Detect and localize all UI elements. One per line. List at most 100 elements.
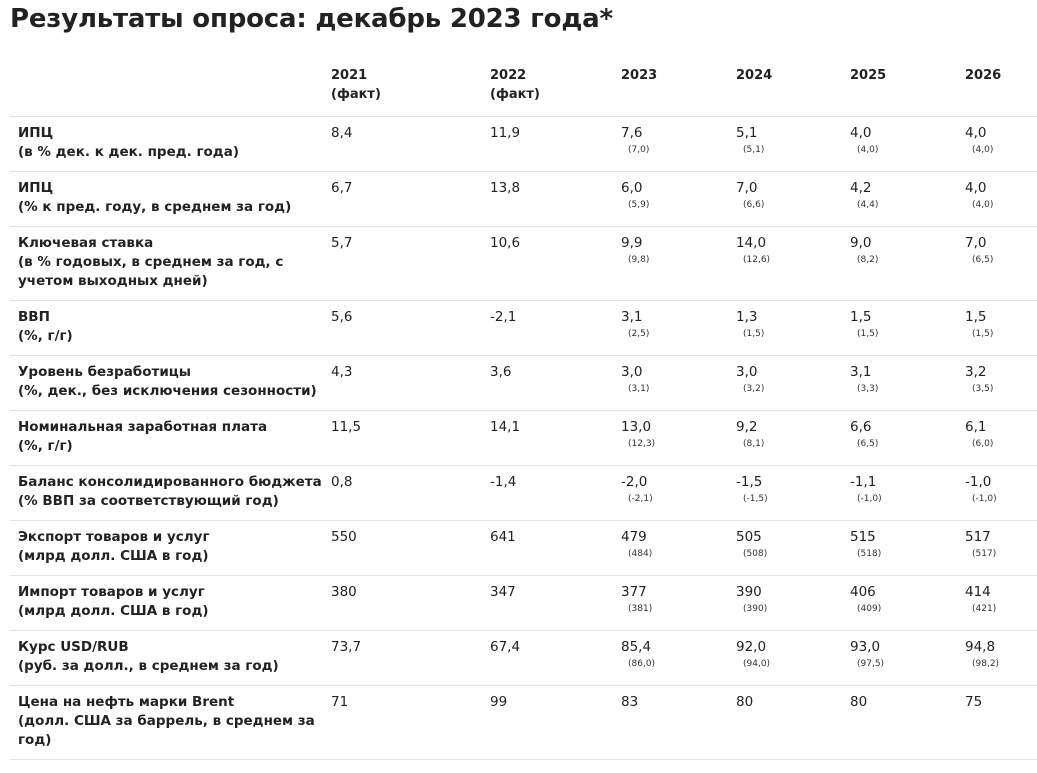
previous-forecast: (6,0) [972,439,994,449]
value: -1,0 [965,474,992,490]
value-2021: 5,6 [331,300,490,356]
value-2026: -1,0 (-1,0) [965,465,1037,521]
value: 6,0 [621,180,643,196]
value-2024: 5,1 (5,1) [736,116,850,172]
value: 0,8 [331,474,353,490]
table-row: Уровень безработицы (%, дек., без исключе… [10,355,1037,411]
value-2025: 3,1 (3,3) [850,355,965,411]
header-year: 2025 [850,68,887,83]
header-2023: 2023 [621,58,736,117]
previous-forecast: (-1,0) [972,494,997,504]
value: 1,5 [965,309,987,325]
value: 9,2 [736,419,758,435]
value: 94,8 [965,639,996,655]
table-header-row: 2021 (факт) 2022 (факт) 2023 2024 2025 202… [10,58,1037,117]
indicator-cell: ВВП (%, г/г) [10,300,331,356]
previous-forecast: (4,0) [972,200,994,210]
value: 7,6 [621,125,643,141]
value: 7,0 [965,235,987,251]
value: 80 [736,694,754,710]
indicator-name: Уровень безработицы [18,364,192,380]
value-2026: 7,0 (6,5) [965,226,1037,301]
indicator-name: Курс USD/RUB [18,639,129,655]
value: 3,2 [965,364,987,380]
table-row: ИПЦ (в % дек. к дек. пред. года) 8,4 11,9… [10,116,1037,172]
value: 505 [736,529,762,545]
value-2024: -1,5 (-1,5) [736,465,850,521]
previous-forecast: (4,0) [972,145,994,155]
previous-forecast: (484) [628,549,653,559]
indicator-cell: Курс USD/RUB (руб. за долл., в среднем за… [10,630,331,686]
value-2024: 9,2 (8,1) [736,410,850,466]
previous-forecast: (8,1) [743,439,765,449]
indicator-name: Ключевая ставка [18,235,154,251]
value-2021: 550 [331,520,490,576]
value-2021: 4,3 [331,355,490,411]
value: 4,3 [331,364,353,380]
previous-forecast: (-2,1) [628,494,653,504]
value: 641 [490,529,516,545]
table-row: Номинальная заработная плата (%, г/г) 11,… [10,410,1037,466]
value-2021: 71 [331,685,490,760]
value: 3,0 [736,364,758,380]
value-2022: -2,1 [490,300,621,356]
value: 6,1 [965,419,987,435]
value: 5,6 [331,309,353,325]
header-note: (факт) [490,87,540,102]
value-2023: 479 (484) [621,520,736,576]
value-2021: 5,7 [331,226,490,301]
indicator-cell: ИПЦ (% к пред. году, в среднем за год) [10,171,331,227]
value-2026: 3,2 (3,5) [965,355,1037,411]
value-2023: 377 (381) [621,575,736,631]
previous-forecast: (86,0) [628,659,656,669]
value: 11,9 [490,125,521,141]
value-2021: 11,5 [331,410,490,466]
value: 99 [490,694,508,710]
header-year: 2023 [621,68,658,83]
previous-forecast: (1,5) [743,329,765,339]
value-2023: 83 [621,685,736,760]
value: -1,5 [736,474,763,490]
previous-forecast: (3,5) [972,384,994,394]
table-row: Баланс консолидированного бюджета (% ВВП … [10,465,1037,521]
previous-forecast: (-1,0) [857,494,882,504]
value: 3,1 [621,309,643,325]
value: 14,0 [736,235,767,251]
value-2023: 13,0 (12,3) [621,410,736,466]
table-row: ВВП (%, г/г) 5,6 -2,1 3,1 (2,5) 1,3 (1,5) 1… [10,300,1037,356]
value-2022: 13,8 [490,171,621,227]
previous-forecast: (508) [743,549,768,559]
header-indicator [10,58,331,117]
value: 1,3 [736,309,758,325]
value-2023: 6,0 (5,9) [621,171,736,227]
header-year: 2026 [965,68,1002,83]
table-row: Курс USD/RUB (руб. за долл., в среднем за… [10,630,1037,686]
previous-forecast: (6,5) [972,255,994,265]
indicator-unit: (% ВВП за соответствующий год) [18,493,279,509]
value-2021: 6,7 [331,171,490,227]
value-2023: 3,1 (2,5) [621,300,736,356]
value: 347 [490,584,516,600]
value: 10,6 [490,235,521,251]
value-2021: 380 [331,575,490,631]
indicator-name: Цена на нефть марки Brent [18,694,235,710]
previous-forecast: (7,0) [628,145,650,155]
previous-forecast: (5,1) [743,145,765,155]
indicator-name: Импорт товаров и услуг [18,584,205,600]
previous-forecast: (390) [743,604,768,614]
indicator-name: Баланс консолидированного бюджета [18,474,322,490]
value-2025: 4,2 (4,4) [850,171,965,227]
value: 93,0 [850,639,881,655]
value: 11,5 [331,419,362,435]
value: -1,1 [850,474,877,490]
indicator-name: Номинальная заработная плата [18,419,268,435]
value-2021: 8,4 [331,116,490,172]
value-2024: 92,0 (94,0) [736,630,850,686]
value: 4,0 [965,125,987,141]
table-row: Импорт товаров и услуг (млрд долл. США в … [10,575,1037,631]
previous-forecast: (12,3) [628,439,656,449]
value-2022: 3,6 [490,355,621,411]
previous-forecast: (8,2) [857,255,879,265]
value: 3,6 [490,364,512,380]
